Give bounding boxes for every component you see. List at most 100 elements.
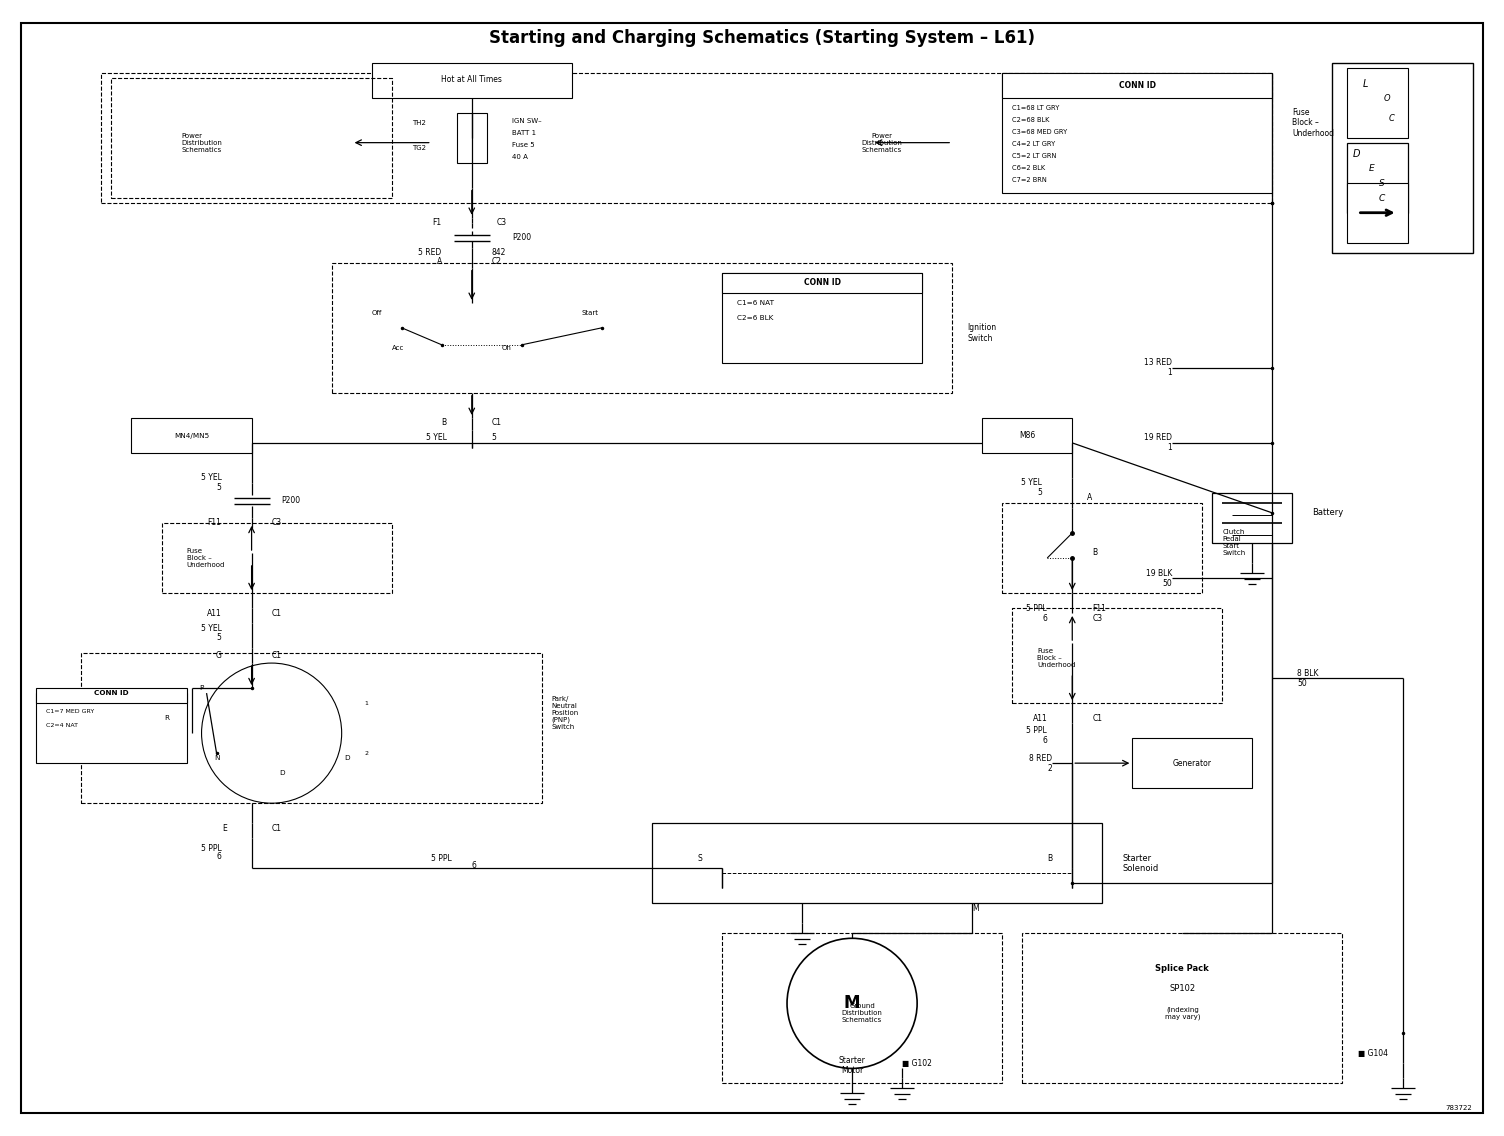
Text: 5 YEL: 5 YEL xyxy=(200,474,221,483)
Text: 8 RED: 8 RED xyxy=(1029,753,1053,762)
Text: C1: C1 xyxy=(272,824,281,833)
Text: 5: 5 xyxy=(217,633,221,642)
Text: Generator: Generator xyxy=(1173,759,1212,768)
Text: 842: 842 xyxy=(492,249,507,257)
Text: 5 PPL: 5 PPL xyxy=(1027,726,1047,735)
Text: M: M xyxy=(844,994,860,1012)
Text: N: N xyxy=(214,755,220,761)
Bar xyxy=(1012,608,1223,703)
Text: $S$: $S$ xyxy=(1378,177,1385,189)
Text: $C$: $C$ xyxy=(1388,112,1396,123)
Bar xyxy=(1348,68,1408,137)
Text: A: A xyxy=(436,257,442,266)
Bar xyxy=(36,688,186,703)
Text: Starter
Motor: Starter Motor xyxy=(839,1055,865,1075)
Bar xyxy=(457,112,487,162)
Text: P: P xyxy=(200,685,203,691)
Bar xyxy=(101,73,1272,202)
Text: Battery: Battery xyxy=(1313,509,1343,518)
Text: 5 PPL: 5 PPL xyxy=(1027,603,1047,612)
Text: C3=68 MED GRY: C3=68 MED GRY xyxy=(1012,128,1068,135)
Text: F11: F11 xyxy=(1092,603,1105,612)
Text: 40 A: 40 A xyxy=(511,153,528,160)
Text: Hot at All Times: Hot at All Times xyxy=(441,75,502,84)
Text: C2=6 BLK: C2=6 BLK xyxy=(737,315,773,320)
Text: E: E xyxy=(221,824,227,833)
Text: 6: 6 xyxy=(1042,613,1047,623)
Bar xyxy=(131,418,251,453)
Text: B: B xyxy=(1092,549,1098,558)
Text: $E$: $E$ xyxy=(1367,162,1375,173)
Bar xyxy=(81,653,541,803)
Text: $L$: $L$ xyxy=(1363,76,1369,89)
Text: 1: 1 xyxy=(1167,368,1172,377)
Text: 5 YEL: 5 YEL xyxy=(1021,478,1042,487)
Bar xyxy=(1002,73,1272,98)
Text: C1: C1 xyxy=(1092,713,1102,722)
Text: Starting and Charging Schematics (Starting System – L61): Starting and Charging Schematics (Starti… xyxy=(489,28,1035,47)
Bar xyxy=(1023,934,1343,1084)
Text: C1=6 NAT: C1=6 NAT xyxy=(737,300,775,306)
Text: A: A xyxy=(1087,493,1092,502)
Text: C6=2 BLK: C6=2 BLK xyxy=(1012,165,1045,170)
Bar xyxy=(371,62,572,98)
Text: CONN ID: CONN ID xyxy=(803,278,841,287)
Text: IGN SW–: IGN SW– xyxy=(511,118,541,124)
Text: 1: 1 xyxy=(1167,443,1172,452)
Bar xyxy=(722,273,922,362)
Text: C1=68 LT GRY: C1=68 LT GRY xyxy=(1012,105,1060,110)
Text: 5 PPL: 5 PPL xyxy=(432,854,453,862)
Bar xyxy=(1212,493,1292,543)
Text: C7=2 BRN: C7=2 BRN xyxy=(1012,177,1047,183)
Text: S: S xyxy=(698,854,702,862)
Text: 783722: 783722 xyxy=(1445,1105,1472,1111)
Text: Off: Off xyxy=(371,310,382,316)
Text: 2: 2 xyxy=(1047,763,1053,772)
Text: F1: F1 xyxy=(433,218,442,227)
Text: B: B xyxy=(442,418,447,427)
Text: Starter
Solenoid: Starter Solenoid xyxy=(1122,853,1158,872)
Text: Start: Start xyxy=(582,310,599,316)
Text: F11: F11 xyxy=(208,518,221,527)
Text: 6: 6 xyxy=(472,861,477,870)
Text: 5 YEL: 5 YEL xyxy=(426,434,447,442)
Text: M: M xyxy=(972,904,979,913)
Text: 19 RED: 19 RED xyxy=(1145,434,1172,442)
Text: C2: C2 xyxy=(492,257,502,266)
Bar xyxy=(722,273,922,293)
Text: 5: 5 xyxy=(492,434,496,442)
Bar xyxy=(1002,73,1272,193)
Text: Park/
Neutral
Position
(PNP)
Switch: Park/ Neutral Position (PNP) Switch xyxy=(552,696,579,730)
Text: CONN ID: CONN ID xyxy=(1119,81,1155,90)
Text: 5: 5 xyxy=(217,484,221,492)
Text: C1: C1 xyxy=(272,609,281,618)
Text: C4=2 LT GRY: C4=2 LT GRY xyxy=(1012,141,1056,147)
Text: $C$: $C$ xyxy=(1378,192,1385,203)
Bar xyxy=(36,693,186,763)
Bar xyxy=(722,934,1002,1084)
Text: Ground
Distribution
Schematics: Ground Distribution Schematics xyxy=(842,1003,883,1024)
Bar xyxy=(651,824,1102,903)
Text: 5 RED: 5 RED xyxy=(418,249,442,257)
Text: ■ G104: ■ G104 xyxy=(1358,1049,1388,1058)
Text: 2: 2 xyxy=(364,751,368,755)
Text: 19 BLK: 19 BLK xyxy=(1146,568,1172,577)
Text: C3: C3 xyxy=(272,518,281,527)
Text: C3: C3 xyxy=(496,218,507,227)
Text: Fuse
Block –
Underhood: Fuse Block – Underhood xyxy=(186,548,226,568)
Text: C1: C1 xyxy=(492,418,502,427)
Text: $D$: $D$ xyxy=(1352,147,1361,159)
Bar xyxy=(332,262,952,393)
Bar xyxy=(1348,183,1408,243)
Text: SP102: SP102 xyxy=(1169,984,1196,993)
Bar xyxy=(161,523,391,593)
Text: D: D xyxy=(278,770,284,776)
Text: 50: 50 xyxy=(1298,678,1307,687)
Text: 8 BLK: 8 BLK xyxy=(1298,669,1319,677)
Text: Fuse 5: Fuse 5 xyxy=(511,142,534,148)
Bar xyxy=(1333,62,1472,252)
Text: Power
Distribution
Schematics: Power Distribution Schematics xyxy=(862,133,902,152)
Text: B: B xyxy=(1047,854,1053,862)
Text: Fuse
Block –
Underhood: Fuse Block – Underhood xyxy=(1038,648,1075,668)
Text: C1=7 MED GRY: C1=7 MED GRY xyxy=(47,709,95,713)
